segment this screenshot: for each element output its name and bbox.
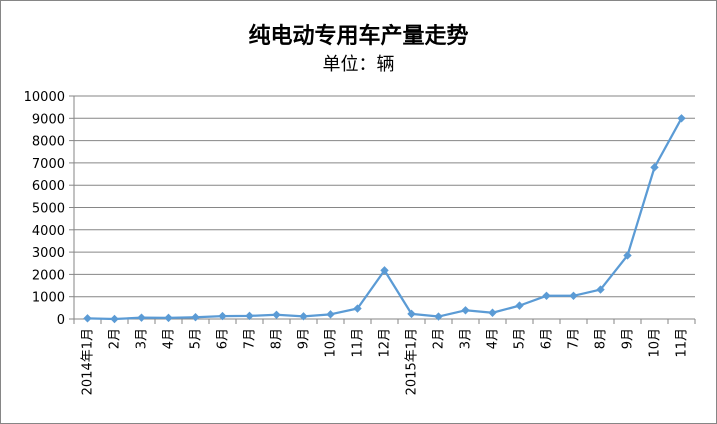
data-point xyxy=(326,310,335,319)
x-tick-label: 2月 xyxy=(432,328,447,349)
y-tick-label: 5000 xyxy=(32,202,65,217)
data-point xyxy=(596,285,605,294)
data-point xyxy=(461,306,470,315)
data-point xyxy=(650,163,659,172)
data-point xyxy=(164,313,173,323)
chart-subtitle: 单位：辆 xyxy=(322,54,395,75)
x-tick-label: 8月 xyxy=(594,328,609,349)
data-point xyxy=(272,310,281,319)
x-tick-label: 7月 xyxy=(243,328,258,349)
x-tick-label: 7月 xyxy=(567,328,582,349)
x-tick-label: 10月 xyxy=(324,328,339,358)
x-tick-label: 6月 xyxy=(216,328,231,349)
x-tick-label: 3月 xyxy=(135,328,150,349)
chart-title: 纯电动专用车产量走势 xyxy=(248,23,469,49)
x-tick-label: 6月 xyxy=(540,328,555,349)
data-point xyxy=(569,291,578,301)
series-layer xyxy=(83,114,686,324)
data-point xyxy=(515,301,524,310)
x-tick-label: 11月 xyxy=(675,328,690,358)
x-tick-label: 3月 xyxy=(459,328,474,349)
y-tick-label: 4000 xyxy=(32,224,65,239)
axes xyxy=(69,95,696,324)
x-tick-label: 2月 xyxy=(108,328,123,349)
data-point xyxy=(83,314,92,323)
data-point xyxy=(488,308,497,317)
y-tick-labels: 0 1000 2000 3000 4000 5000 6000 7000 8000 9000 100… xyxy=(24,90,65,328)
y-tick-label: 8000 xyxy=(32,135,65,150)
x-tick-label: 8月 xyxy=(270,328,285,349)
y-tick-label: 7000 xyxy=(32,157,65,172)
data-point xyxy=(218,311,227,321)
x-tick-label: 11月 xyxy=(351,328,366,358)
x-tick-labels: 2014年1月 2月 3月 4月 5月 6月 7月 8月 9月 10月 11月 12月 2015年1月 2… xyxy=(81,328,690,395)
x-tick-label: 5月 xyxy=(189,328,204,349)
x-tick-label: 9月 xyxy=(621,328,636,349)
data-point xyxy=(407,309,416,319)
data-point xyxy=(623,251,632,260)
data-point xyxy=(677,114,686,123)
y-tick-label: 9000 xyxy=(32,112,65,127)
data-point xyxy=(137,313,146,322)
data-point xyxy=(380,266,389,275)
data-point xyxy=(245,311,254,321)
y-tick-label: 0 xyxy=(57,313,65,328)
data-point xyxy=(110,314,119,324)
series-line xyxy=(87,117,683,321)
data-point xyxy=(353,304,362,313)
x-tick-label: 4月 xyxy=(486,328,501,349)
y-tick-label: 1000 xyxy=(32,291,65,306)
y-tick-label: 2000 xyxy=(32,268,65,283)
x-tick-label: 2014年1月 xyxy=(81,328,96,395)
x-tick-label: 5月 xyxy=(513,328,528,349)
x-tick-label: 2015年1月 xyxy=(405,328,420,395)
x-tick-label: 10月 xyxy=(648,328,663,358)
data-point xyxy=(299,312,308,321)
x-tick-label: 4月 xyxy=(162,328,177,349)
x-tick-label: 12月 xyxy=(378,328,393,358)
data-point xyxy=(542,291,551,301)
grid-lines xyxy=(74,95,695,298)
y-tick-label: 3000 xyxy=(32,246,65,261)
data-point xyxy=(434,312,443,321)
data-point xyxy=(191,313,200,322)
y-tick-label: 10000 xyxy=(24,90,65,105)
y-tick-label: 6000 xyxy=(32,179,65,194)
x-tick-label: 9月 xyxy=(297,328,312,349)
